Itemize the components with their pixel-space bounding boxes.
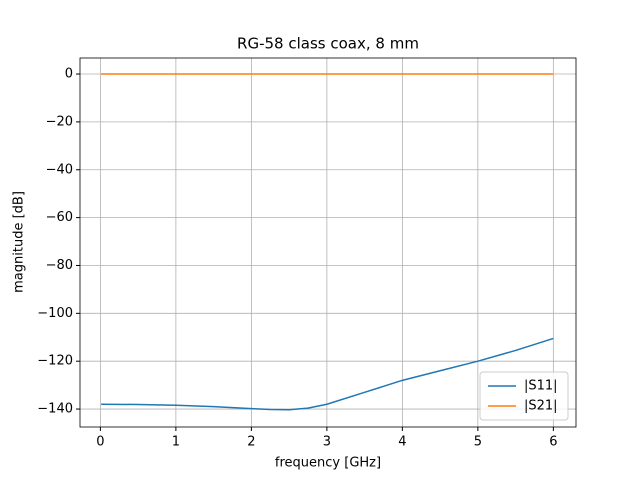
x-tick-label: 1 (172, 435, 180, 450)
x-tick-label: 2 (247, 435, 255, 450)
y-tick-label: −80 (46, 258, 73, 273)
legend-box (479, 371, 569, 421)
y-tick-label: −60 (46, 210, 73, 225)
legend-label: |S11| (524, 379, 558, 394)
series-line (101, 337, 554, 411)
chart-title: RG-58 class coax, 8 mm (237, 35, 419, 53)
y-tick-label: 0 (65, 67, 73, 82)
x-tick-label: 5 (474, 435, 482, 450)
x-tick-label: 0 (96, 435, 104, 450)
y-tick-label: −100 (37, 306, 73, 321)
y-tick-label: −140 (37, 402, 73, 417)
plot-frame (79, 57, 577, 428)
y-tick-label: −40 (46, 162, 73, 177)
legend-label: |S21| (524, 399, 558, 414)
x-tick-label: 6 (549, 435, 557, 450)
y-tick-label: −120 (37, 354, 73, 369)
x-tick-label: 3 (323, 435, 331, 450)
x-tick-label: 4 (398, 435, 406, 450)
y-tick-label: −20 (46, 114, 73, 129)
y-axis-label: magnitude [dB] (12, 191, 27, 293)
x-axis-label: frequency [GHz] (275, 456, 381, 471)
